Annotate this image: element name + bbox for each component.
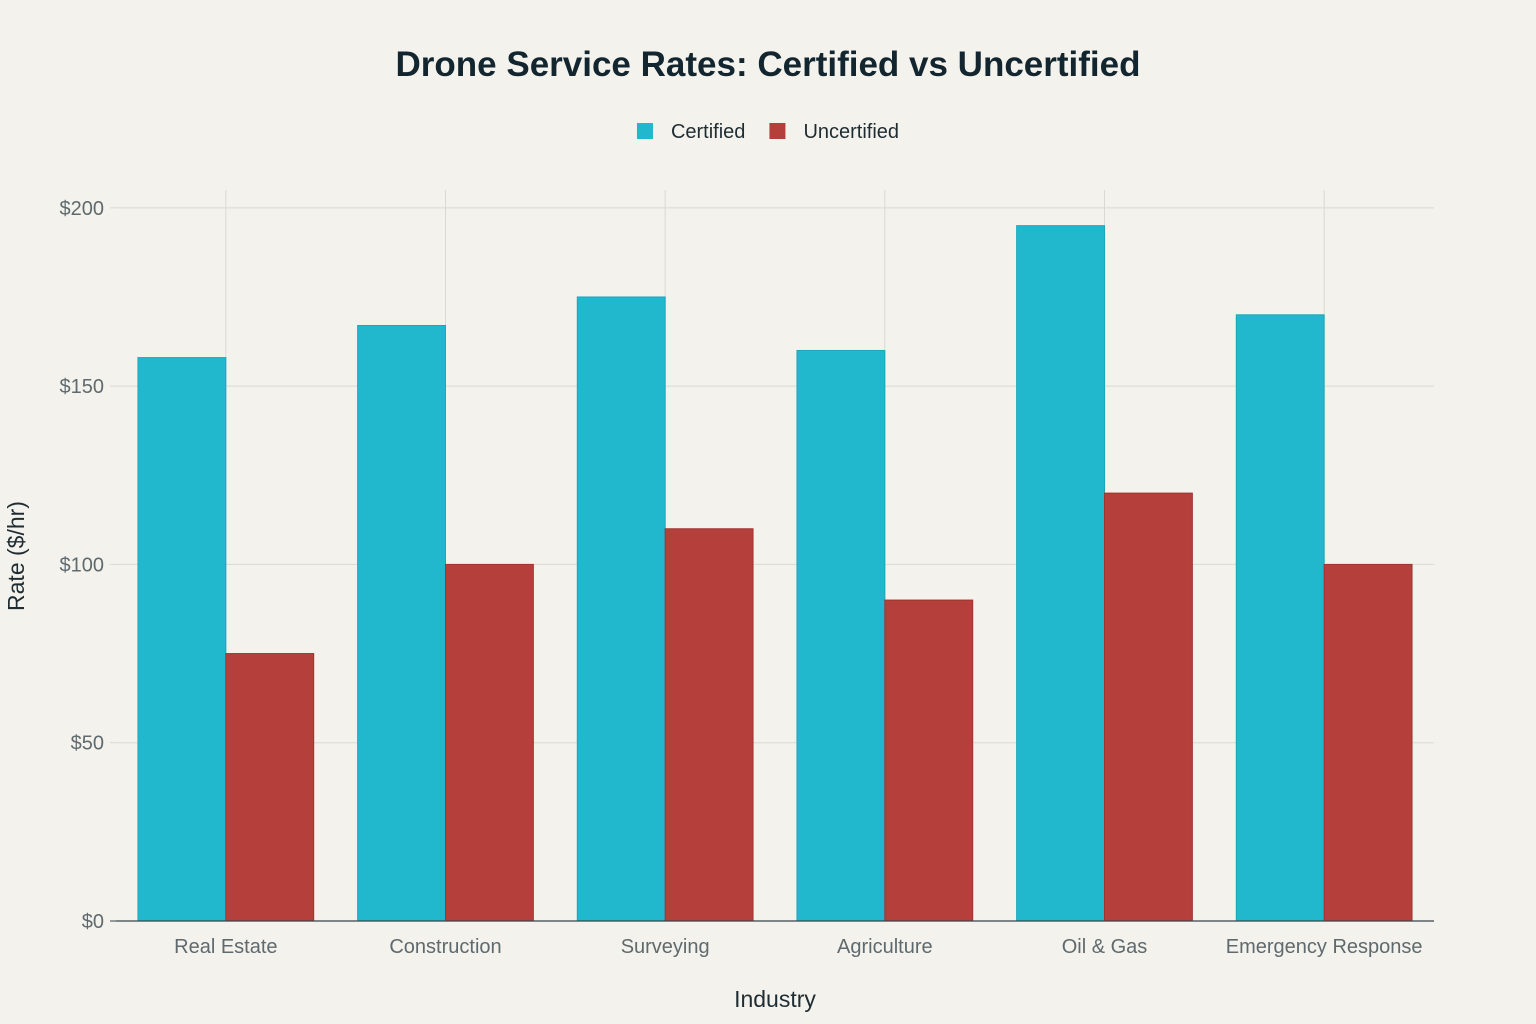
bar-uncertified-surveying — [664, 528, 754, 922]
x-tick-label: Construction — [389, 936, 501, 958]
y-tick-label: $0 — [82, 911, 104, 933]
legend-label: Uncertified — [803, 121, 899, 143]
bar-uncertified-construction — [445, 563, 534, 922]
bar-certified-construction — [357, 325, 446, 922]
x-tick-label: Surveying — [621, 936, 710, 958]
legend-swatch — [636, 123, 653, 139]
bar-certified-real-estate — [137, 357, 227, 922]
x-axis-title: Industry — [734, 986, 816, 1012]
horizontal-gridlines — [116, 207, 1434, 744]
y-tick-label: $100 — [60, 554, 105, 576]
legend-swatch — [769, 123, 786, 139]
bar-certified-surveying — [576, 296, 666, 922]
legend-item-certified: Certified — [636, 121, 745, 143]
bar-certified-oil-gas — [1016, 225, 1106, 922]
chart-title: Drone Service Rates: Certified vs Uncert… — [396, 45, 1141, 84]
y-axis-title: Rate ($/hr) — [3, 501, 29, 611]
y-tick-label: $150 — [60, 376, 105, 398]
y-axis-ticks: $0 $50 $100 $150 $200 — [60, 198, 116, 933]
bar-uncertified-emergency-response — [1323, 563, 1413, 922]
y-tick-label: $200 — [60, 198, 105, 220]
x-tick-label: Agriculture — [837, 936, 933, 958]
x-tick-label: Oil & Gas — [1062, 936, 1148, 958]
legend-label: Certified — [671, 121, 745, 143]
bar-uncertified-real-estate — [225, 653, 315, 922]
x-axis-ticks: Real Estate Construction Surveying Agricult… — [174, 936, 1422, 958]
bars — [137, 225, 1413, 922]
bar-uncertified-oil-gas — [1104, 492, 1193, 922]
legend: Certified Uncertified — [636, 121, 899, 143]
bar-uncertified-agriculture — [884, 599, 974, 922]
x-tick-label: Real Estate — [174, 936, 277, 958]
legend-item-uncertified: Uncertified — [769, 121, 899, 143]
bar-certified-emergency-response — [1235, 314, 1325, 922]
bar-certified-agriculture — [796, 349, 886, 922]
x-tick-label: Emergency Response — [1226, 936, 1423, 958]
y-tick-label: $50 — [71, 733, 104, 755]
